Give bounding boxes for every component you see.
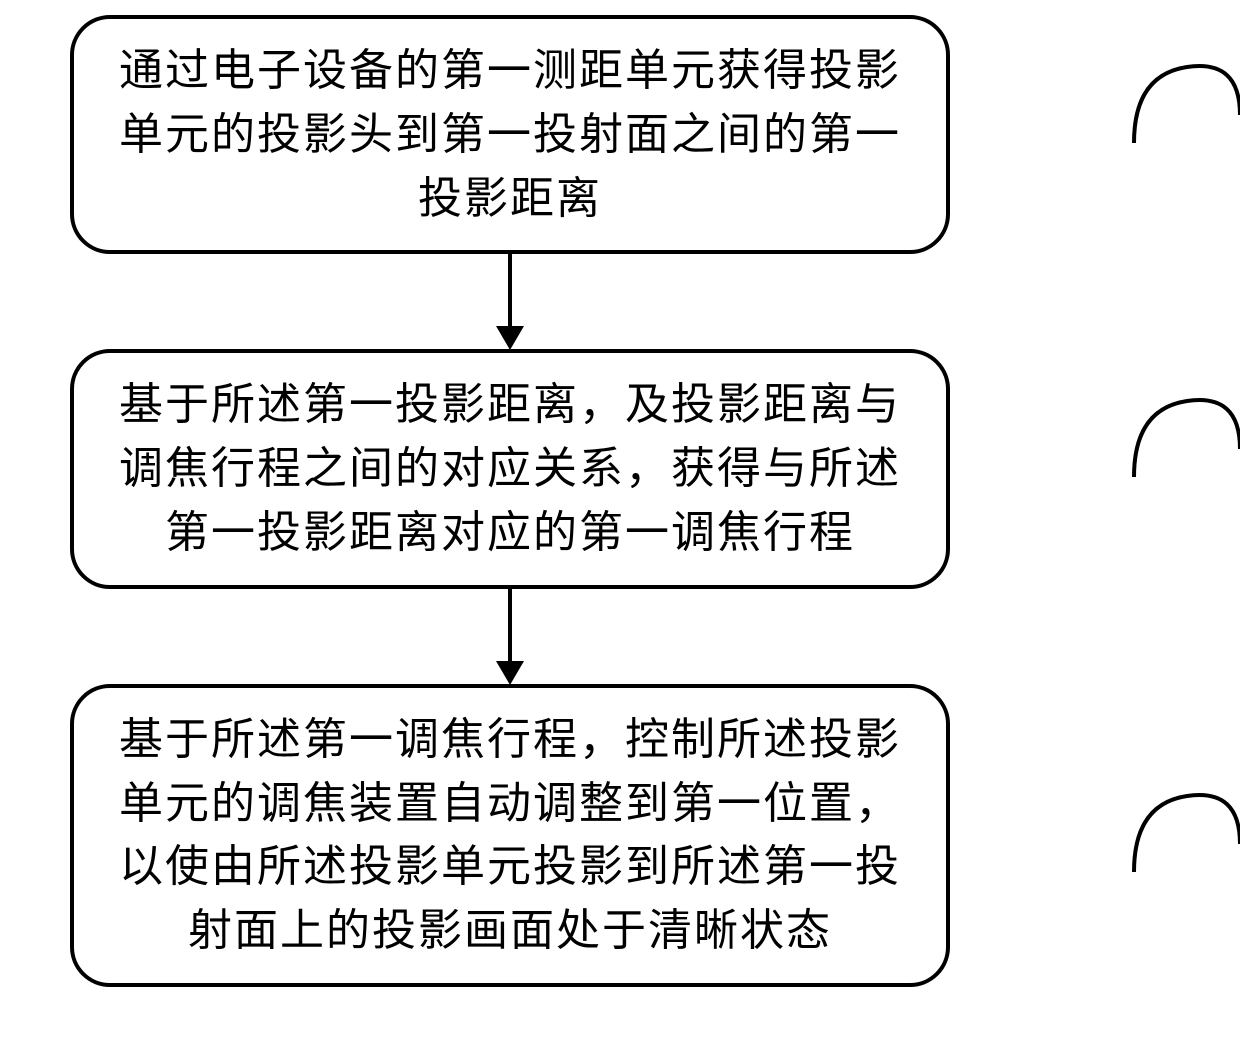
flow-node-s102: 基于所述第一投影距离，及投影距离与调焦行程之间的对应关系，获得与所述第一投影距离… [70, 349, 950, 588]
node-text-s103: 基于所述第一调焦行程，控制所述投影单元的调焦装置自动调整到第一位置，以使由所述投… [104, 708, 916, 963]
node-text-s102: 基于所述第一投影距离，及投影距离与调焦行程之间的对应关系，获得与所述第一投影距离… [104, 373, 916, 564]
flow-node-s103: 基于所述第一调焦行程，控制所述投影单元的调焦装置自动调整到第一位置，以使由所述投… [70, 684, 950, 987]
callout-arc-icon [1132, 55, 1240, 145]
node-wrapper-3: 基于所述第一调焦行程，控制所述投影单元的调焦装置自动调整到第一位置，以使由所述投… [70, 684, 1170, 987]
node-wrapper-1: 通过电子设备的第一测距单元获得投影单元的投影头到第一投射面之间的第一投影距离 S… [70, 15, 1170, 254]
callout-arc-icon [1132, 784, 1240, 874]
callout-s102: S102 [1132, 389, 1240, 479]
flow-node-s101: 通过电子设备的第一测距单元获得投影单元的投影头到第一投射面之间的第一投影距离 [70, 15, 950, 254]
node-text-s101: 通过电子设备的第一测距单元获得投影单元的投影头到第一投射面之间的第一投影距离 [104, 39, 916, 230]
arrow-line [508, 254, 512, 329]
callout-arc-icon [1132, 389, 1240, 479]
arrow-connector-2 [70, 589, 950, 684]
node-wrapper-2: 基于所述第一投影距离，及投影距离与调焦行程之间的对应关系，获得与所述第一投影距离… [70, 349, 1170, 588]
flowchart-container: 通过电子设备的第一测距单元获得投影单元的投影头到第一投射面之间的第一投影距离 S… [70, 15, 1170, 987]
arrow-head-icon [496, 661, 524, 685]
callout-s103: S103 [1132, 784, 1240, 874]
arrow-line [508, 589, 512, 664]
arrow-connector-1 [70, 254, 950, 349]
callout-s101: S101 [1132, 55, 1240, 145]
arrow-head-icon [496, 326, 524, 350]
